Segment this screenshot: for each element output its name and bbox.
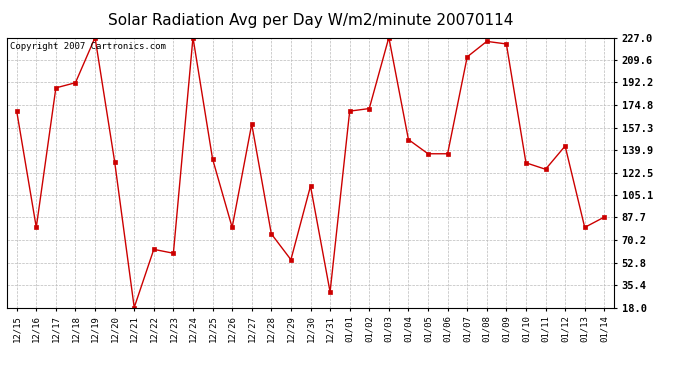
Text: Solar Radiation Avg per Day W/m2/minute 20070114: Solar Radiation Avg per Day W/m2/minute … bbox=[108, 13, 513, 28]
Text: Copyright 2007 Cartronics.com: Copyright 2007 Cartronics.com bbox=[10, 42, 166, 51]
